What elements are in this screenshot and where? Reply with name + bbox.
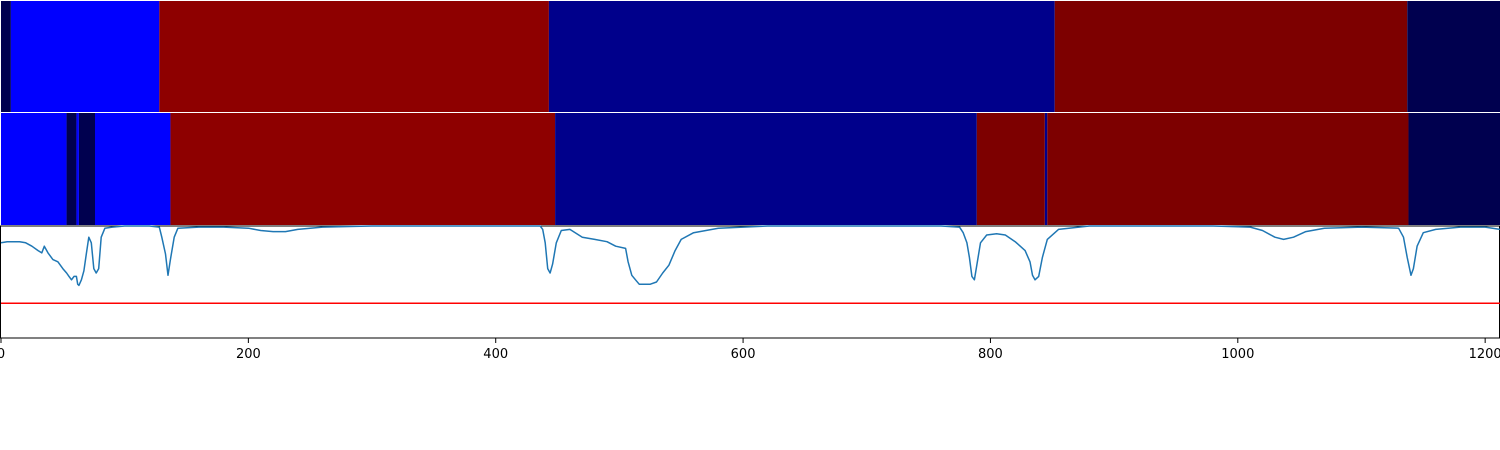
segment-5 [1054, 1, 1408, 112]
signal-line-1 [0, 225, 1500, 287]
segment-8 [976, 113, 1045, 225]
segmentation-track-2 [1, 113, 1500, 225]
segment-10 [1047, 113, 1409, 225]
segment-4 [78, 113, 95, 225]
segment-2 [10, 1, 160, 112]
segment-6 [170, 113, 556, 225]
segment-3 [76, 113, 79, 225]
segment-1 [1, 113, 67, 225]
segment-4 [548, 1, 1055, 112]
segment-5 [94, 113, 171, 225]
segment-2 [66, 113, 77, 225]
segment-7 [555, 113, 977, 225]
segment-3 [159, 1, 549, 112]
segment-6 [1407, 1, 1500, 112]
x-tick-label-200: 200 [236, 347, 261, 362]
signal-plot-area [0, 225, 1500, 339]
segment-1 [1, 1, 11, 112]
segment-11 [1408, 113, 1500, 225]
signal-track [0, 225, 1500, 339]
x-axis: 0 200 400 600 800 1000 1200 [0, 338, 1500, 362]
x-tick-label-0: 0 [0, 347, 5, 362]
x-tick-label-1000: 1000 [1221, 347, 1254, 362]
x-tick-label-1200: 1200 [1469, 347, 1500, 362]
segmentation-track-1 [1, 1, 1500, 112]
x-tick-label-600: 600 [731, 347, 756, 362]
x-tick-label-400: 400 [483, 347, 508, 362]
x-tick-label-800: 800 [978, 347, 1003, 362]
segment-9 [1044, 113, 1048, 225]
